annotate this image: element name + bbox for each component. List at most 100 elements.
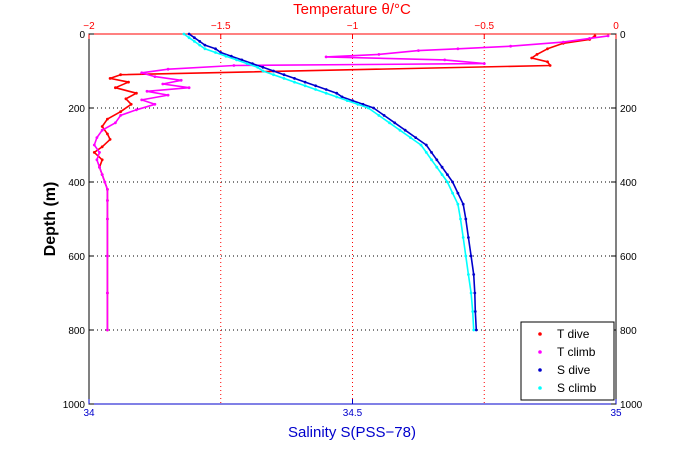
data-point: [293, 80, 296, 84]
legend-marker: [538, 350, 542, 354]
data-point: [282, 73, 286, 77]
data-point: [469, 254, 473, 258]
legend: T dive T climb S dive S climb: [520, 321, 615, 401]
data-point: [303, 84, 307, 88]
data-point: [324, 88, 328, 91]
bottom-axis-tick-label: 34: [83, 408, 95, 419]
data-point: [509, 44, 512, 48]
data-point: [446, 173, 449, 177]
data-point: [145, 89, 149, 93]
data-point: [272, 73, 275, 77]
data-point: [472, 273, 476, 276]
data-point: [361, 102, 365, 106]
data-point: [140, 98, 144, 102]
y-axis-tick-label-left: 200: [68, 104, 85, 115]
legend-label: T dive: [557, 327, 590, 341]
legend-label: T climb: [557, 345, 596, 359]
data-point: [108, 138, 112, 141]
data-point: [366, 106, 370, 110]
data-point: [469, 291, 473, 295]
data-point: [187, 86, 191, 90]
legend-marker: [538, 368, 542, 372]
data-point: [293, 77, 296, 80]
data-point: [235, 58, 239, 62]
series-t-climb: [92, 34, 610, 332]
data-point: [414, 136, 418, 140]
data-point: [106, 199, 109, 202]
data-point: [473, 291, 477, 295]
data-point: [435, 165, 439, 169]
data-point: [106, 188, 109, 191]
data-point: [219, 51, 223, 54]
top-axis-tick-label: −0.5: [474, 21, 494, 32]
data-point: [106, 291, 109, 295]
data-point: [256, 65, 259, 69]
legend-marker: [538, 386, 542, 390]
data-point: [214, 51, 217, 54]
data-point: [166, 67, 170, 71]
data-point: [546, 47, 549, 51]
data-point: [382, 114, 386, 117]
y-axis-tick-label-left: 1000: [63, 400, 86, 411]
data-point: [92, 143, 96, 147]
data-point: [435, 158, 439, 162]
series-s-climb: [182, 32, 476, 332]
data-point: [98, 151, 101, 154]
data-point: [119, 73, 122, 77]
data-point: [472, 328, 476, 332]
y-axis-tick-label-left: 0: [79, 30, 85, 41]
data-point: [198, 43, 202, 47]
data-point: [198, 40, 202, 43]
data-point: [124, 97, 128, 101]
data-point: [251, 62, 254, 65]
data-point: [398, 128, 402, 132]
data-point: [372, 106, 375, 110]
data-point: [467, 273, 470, 276]
data-point: [548, 64, 552, 67]
data-point: [324, 55, 328, 59]
data-point: [456, 202, 460, 206]
data-point: [424, 151, 428, 154]
data-point: [100, 128, 104, 132]
y-axis-tick-label-left: 600: [68, 252, 85, 263]
data-point: [106, 254, 109, 258]
data-point: [356, 102, 360, 106]
data-point: [345, 99, 349, 102]
data-point: [403, 128, 407, 132]
data-point: [456, 191, 460, 195]
legend-items: T dive T climb S dive S climb: [538, 327, 597, 395]
data-point: [135, 91, 138, 95]
data-point: [103, 180, 107, 184]
data-point: [393, 121, 397, 125]
bottom-axis-label: Salinity S(PSS−78): [288, 424, 416, 441]
data-point: [106, 132, 109, 136]
bottom-axis-tick-label: 34.5: [343, 408, 363, 419]
data-point: [203, 43, 207, 47]
data-point: [335, 91, 339, 95]
data-point: [535, 53, 539, 56]
data-point: [530, 56, 534, 60]
data-point: [424, 143, 428, 147]
data-point: [473, 310, 477, 313]
data-point: [588, 37, 591, 40]
bottom-axis-tick-label: 35: [610, 408, 622, 419]
data-point: [351, 99, 354, 102]
data-point: [92, 151, 96, 154]
top-axis-label: Temperature θ/°C: [293, 1, 411, 18]
data-point: [153, 102, 157, 106]
data-point: [606, 34, 610, 38]
data-point: [119, 110, 122, 114]
series-trace: [188, 33, 478, 331]
data-series: [92, 32, 610, 332]
data-point: [193, 36, 196, 40]
data-point: [303, 80, 307, 84]
data-point: [245, 62, 249, 65]
data-point: [100, 158, 104, 162]
data-point: [451, 191, 454, 195]
data-point: [459, 217, 462, 221]
data-point: [561, 40, 565, 44]
y-axis-tick-label-right: 1000: [620, 400, 643, 411]
data-point: [282, 77, 286, 80]
